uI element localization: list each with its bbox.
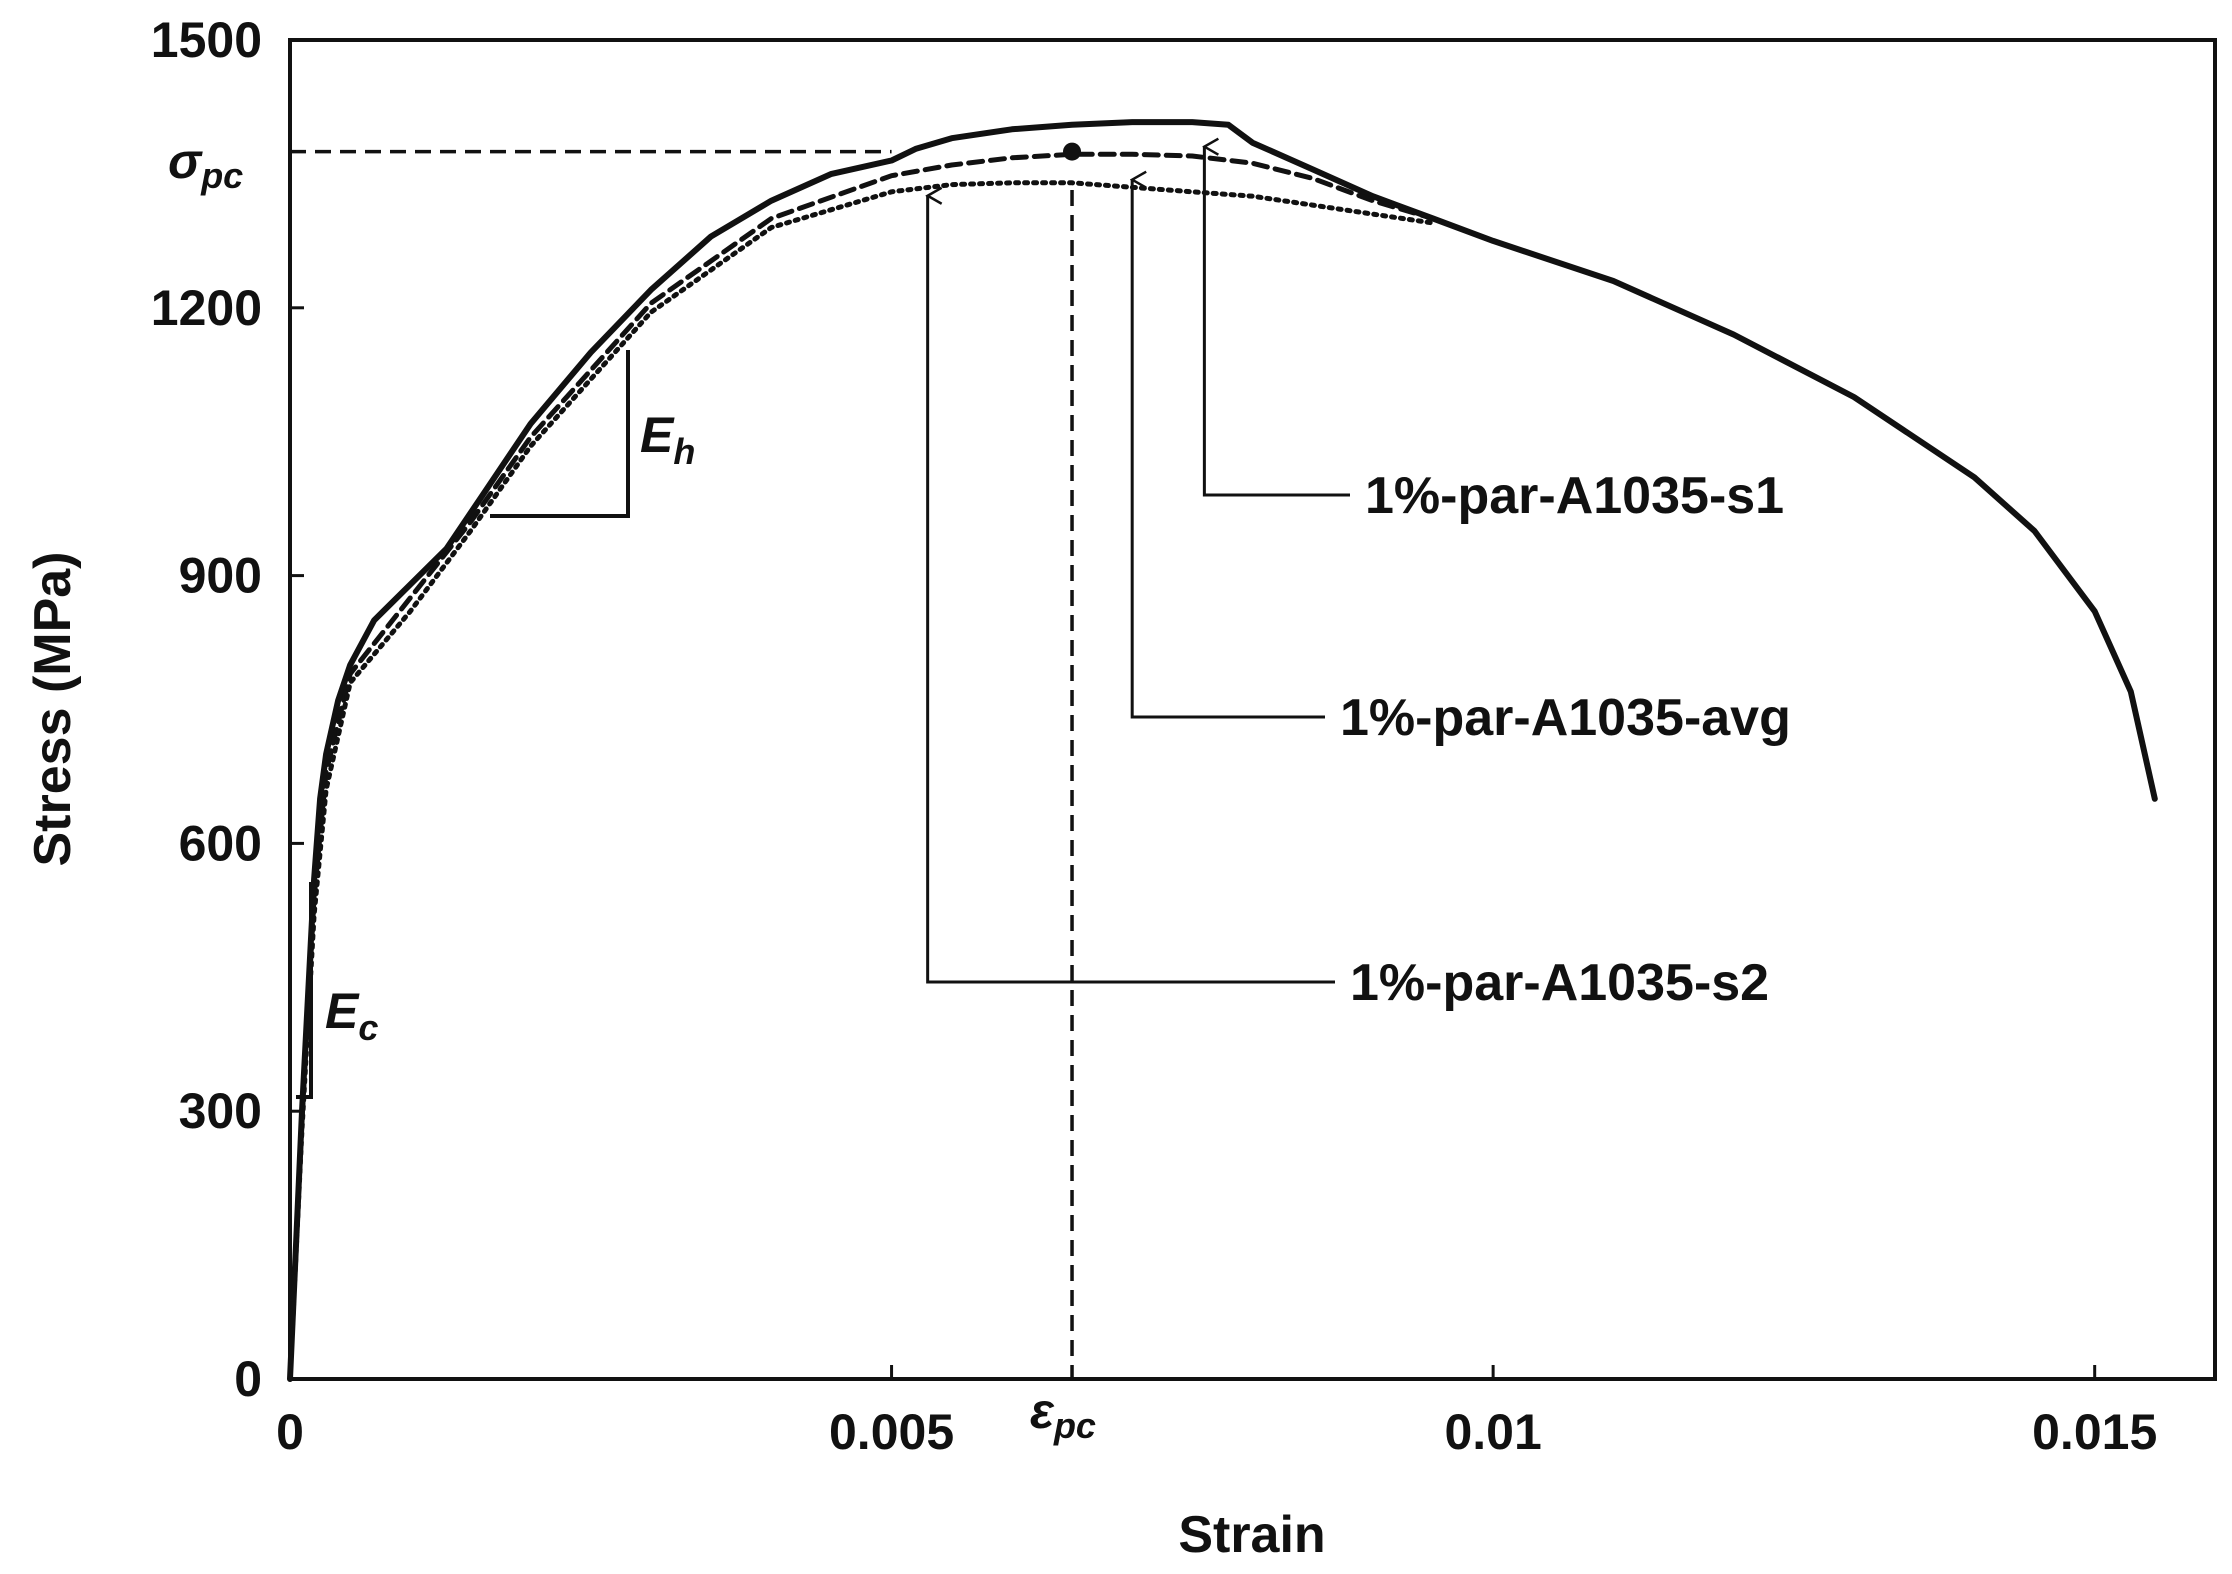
series-line-1%-par-A1035-s1 bbox=[287, 119, 2158, 1382]
x-tick-label: 0 bbox=[276, 1404, 304, 1460]
hardening-modulus-symbol: E bbox=[640, 407, 675, 463]
x-tick-label: 0.005 bbox=[829, 1404, 954, 1460]
y-axis-ticks: 0 300 600 900 1200 1500 bbox=[151, 12, 304, 1407]
callout-arrow-1%-par-A1035-s1 bbox=[1204, 147, 1350, 497]
sigma-pc-symbol: σ bbox=[168, 133, 203, 189]
y-axis-title: Stress (MPa) bbox=[24, 552, 82, 867]
x-tick-label: 0.015 bbox=[2032, 1404, 2157, 1460]
initial-modulus-label: Ec bbox=[325, 983, 378, 1048]
epsilon-pc-subscript: pc bbox=[1053, 1405, 1096, 1446]
series-label-1%-par-A1035-s1: 1%-par-A1035-s1 bbox=[1365, 467, 1784, 525]
initial-modulus-symbol: E bbox=[325, 983, 360, 1039]
peak-point-marker bbox=[1063, 142, 1082, 161]
series-line-1%-par-A1035-s2 bbox=[287, 180, 1436, 1382]
epsilon-pc-symbol: ε bbox=[1030, 1383, 1055, 1439]
plot-area-frame bbox=[288, 38, 2217, 1381]
x-axis-title: Strain bbox=[1178, 1506, 1325, 1564]
x-axis-ticks: 0 0.005 0.01 0.015 bbox=[276, 1365, 2157, 1460]
reference-lines bbox=[290, 149, 1074, 1379]
initial-modulus-bracket bbox=[296, 882, 313, 1099]
series-label-1%-par-A1035-avg: 1%-par-A1035-avg bbox=[1340, 689, 1791, 747]
sigma-pc-subscript: pc bbox=[200, 155, 243, 196]
sigma-pc-label: σpc bbox=[168, 133, 243, 196]
y-tick-label: 0 bbox=[234, 1351, 262, 1407]
hardening-modulus-label: Eh bbox=[640, 407, 695, 472]
series-line-1%-par-A1035-avg bbox=[287, 151, 1436, 1382]
series-callouts: 1%-par-A1035-s1 1%-par-A1035-avg 1%-par-A1… bbox=[928, 147, 1791, 1012]
x-tick-label: 0.01 bbox=[1444, 1404, 1541, 1460]
hardening-modulus-triangle bbox=[490, 350, 630, 518]
y-tick-label: 900 bbox=[179, 548, 262, 604]
callout-arrow-1%-par-A1035-s2 bbox=[928, 196, 1335, 984]
series-layer bbox=[287, 119, 2158, 1382]
hardening-modulus-subscript: h bbox=[673, 431, 695, 472]
callout-arrow-1%-par-A1035-avg bbox=[1132, 180, 1325, 719]
y-tick-label: 600 bbox=[179, 815, 262, 871]
y-tick-label: 1500 bbox=[151, 12, 262, 68]
y-tick-label: 1200 bbox=[151, 280, 262, 336]
initial-modulus-subscript: c bbox=[358, 1007, 378, 1048]
y-tick-label: 300 bbox=[179, 1083, 262, 1139]
series-label-1%-par-A1035-s2: 1%-par-A1035-s2 bbox=[1350, 954, 1769, 1012]
epsilon-pc-label: εpc bbox=[1030, 1383, 1096, 1446]
